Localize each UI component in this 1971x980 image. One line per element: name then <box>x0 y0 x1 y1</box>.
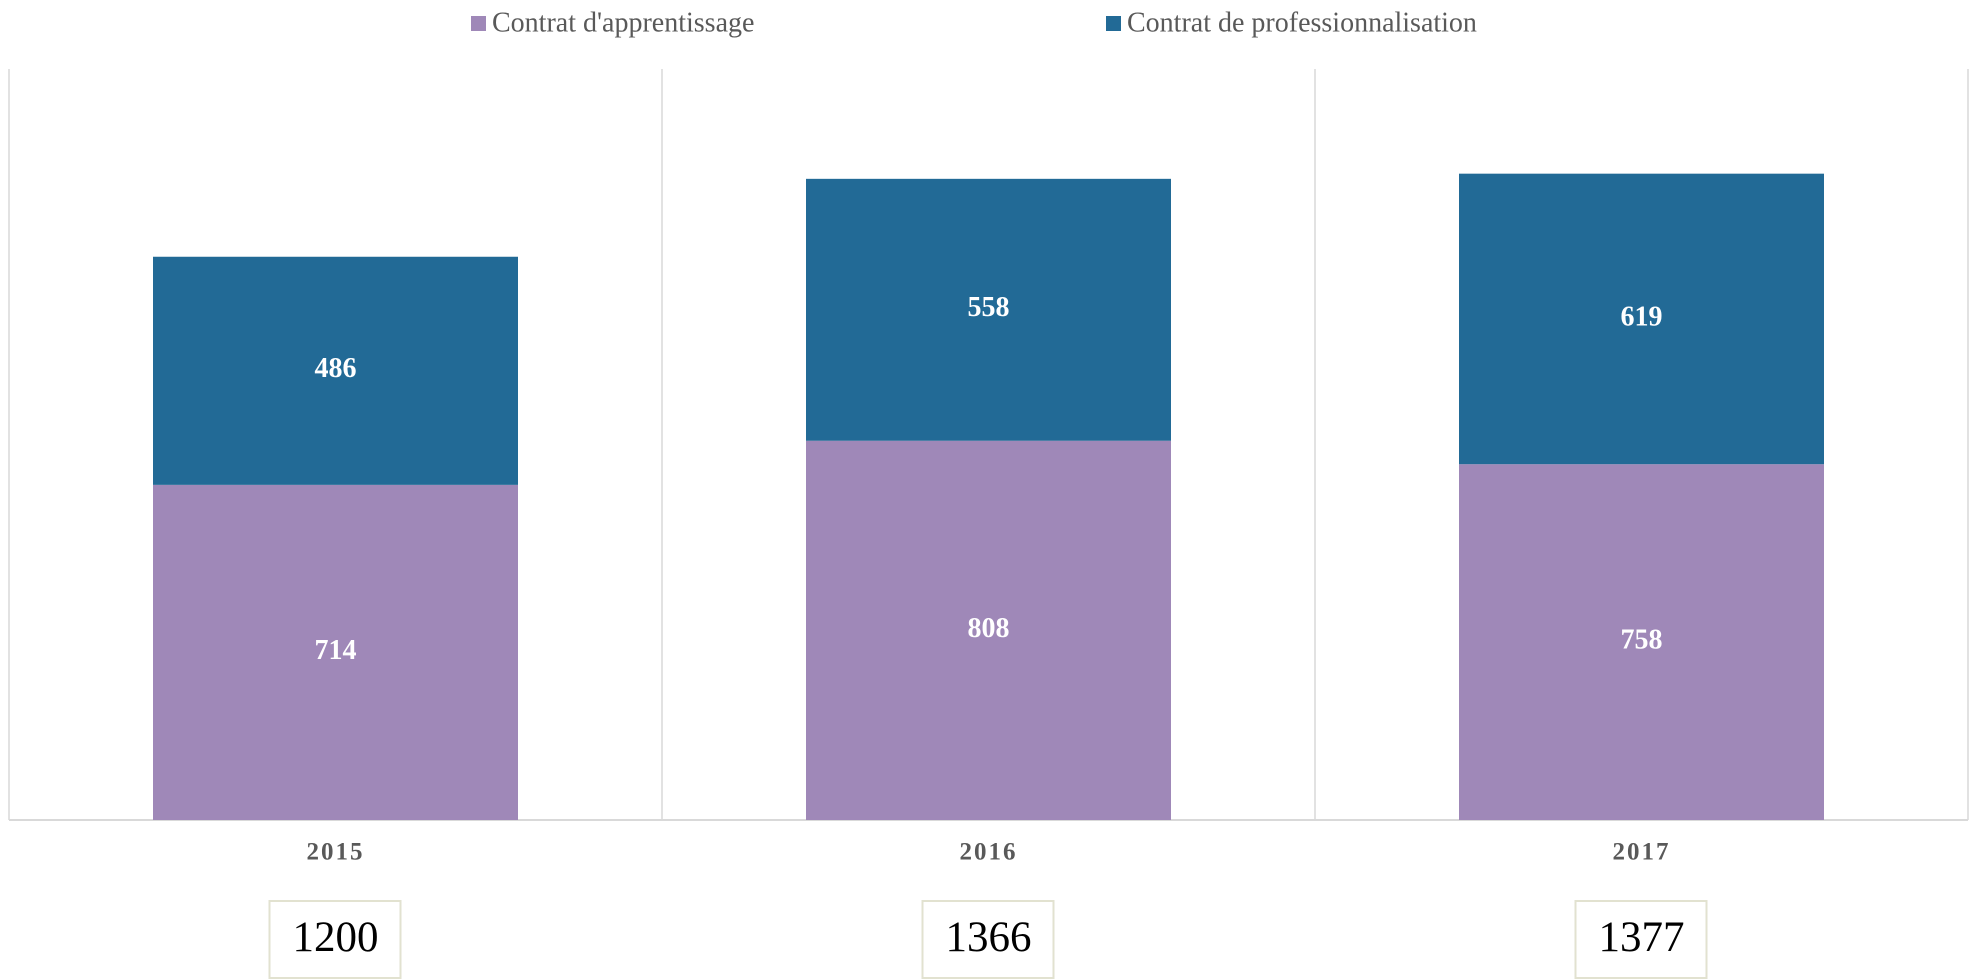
x-tick-label: 2015 <box>307 839 365 866</box>
legend-text: Contrat d'apprentissage <box>492 7 754 38</box>
bar-segment <box>1459 464 1824 820</box>
total-label: 1377 <box>1599 914 1685 961</box>
total-box <box>1574 900 1708 979</box>
segment-label: 758 <box>1621 625 1663 656</box>
total-label: 1366 <box>946 914 1032 961</box>
x-tick-label: 2016 <box>960 839 1018 866</box>
bar-segment <box>806 440 1171 820</box>
segment-label: 714 <box>315 635 357 666</box>
bar-segment <box>806 178 1171 441</box>
total-box <box>268 900 402 979</box>
segment-label: 558 <box>968 292 1010 323</box>
bar-segment <box>153 256 518 485</box>
bar-segment <box>1459 173 1824 465</box>
segment-label: 808 <box>968 613 1010 644</box>
legend-swatch <box>1106 16 1121 31</box>
total-box <box>921 900 1055 979</box>
legend-swatch <box>471 16 486 31</box>
bar-segment <box>153 484 518 820</box>
total-label: 1200 <box>293 914 379 961</box>
legend-text: Contrat de professionnalisation <box>1127 7 1477 38</box>
segment-label: 619 <box>1621 301 1663 332</box>
segment-label: 486 <box>315 353 357 384</box>
x-tick-label: 2017 <box>1613 839 1671 866</box>
